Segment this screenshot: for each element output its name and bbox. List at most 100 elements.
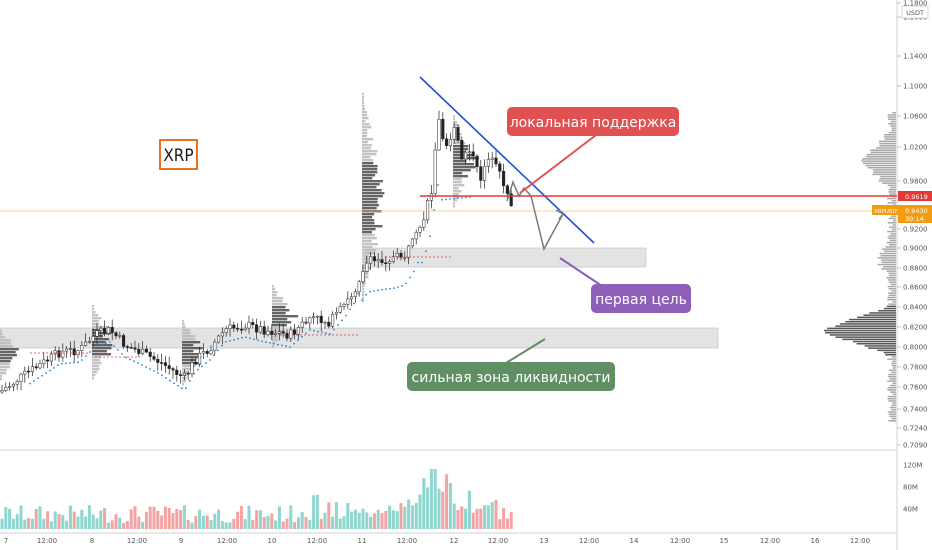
- candle-body: [323, 321, 327, 324]
- ma-dot: [421, 261, 423, 264]
- ma-dot: [305, 332, 307, 335]
- profile-bar: [362, 123, 370, 126]
- volume-bar: [87, 505, 91, 529]
- volume-bar: [414, 502, 418, 529]
- volume-bar: [445, 474, 449, 529]
- y-tick-label: 1.1000: [903, 83, 928, 91]
- profile-bar: [92, 332, 112, 335]
- profile-bar: [272, 297, 284, 300]
- y-tick-label: 0.9200: [903, 226, 928, 234]
- right-profile-bar: [888, 288, 896, 290]
- right-profile-bar: [872, 173, 896, 176]
- ma-dot: [281, 344, 283, 347]
- right-profile-bar: [888, 413, 896, 415]
- ma-dot: [329, 333, 331, 335]
- candle-body: [361, 271, 365, 282]
- profile-bar: [92, 320, 99, 323]
- candle-body: [160, 362, 164, 364]
- descending-trendline[interactable]: [419, 76, 595, 244]
- volume-bar: [114, 514, 118, 529]
- candle-body: [232, 324, 236, 329]
- right-profile-bar: [890, 215, 896, 217]
- profile-bar: [92, 338, 110, 341]
- right-profile-bar: [891, 404, 896, 407]
- candle-body: [99, 328, 103, 331]
- volume-bar: [308, 520, 312, 529]
- right-profile-bar: [887, 299, 896, 301]
- volume-bar: [479, 508, 483, 529]
- ma-dot: [313, 329, 315, 332]
- volume-bar: [277, 506, 281, 529]
- candle-body: [437, 118, 441, 151]
- profile-bar: [453, 124, 460, 127]
- ma-dot: [317, 330, 319, 333]
- profile-bar: [92, 365, 100, 368]
- candle-body: [460, 140, 464, 160]
- x-tick-label: 11: [358, 537, 367, 545]
- profile-bar: [0, 351, 16, 354]
- ma-dot: [169, 379, 171, 382]
- profile-bar: [362, 108, 366, 111]
- price-axis-ticks: 1.18001.16001.14001.10001.06001.02000.98…: [897, 0, 928, 450]
- profile-bar: [362, 129, 368, 132]
- ma-dot: [249, 337, 251, 340]
- profile-bar: [362, 222, 375, 225]
- profile-bar: [362, 246, 373, 249]
- volume-bar: [72, 511, 76, 529]
- candle-body: [452, 127, 456, 140]
- profile-bar: [92, 311, 96, 314]
- profile-bar: [362, 138, 374, 141]
- candle-body: [61, 350, 65, 358]
- profile-bar: [453, 142, 466, 145]
- profile-bar: [272, 288, 276, 291]
- ma-dot: [117, 349, 119, 351]
- ma-dot: [457, 197, 459, 200]
- candle-body: [509, 193, 513, 207]
- profile-bar: [362, 105, 365, 108]
- candle-body: [236, 327, 240, 330]
- profile-bar: [362, 168, 378, 171]
- volume-bar: [471, 512, 475, 529]
- candle-body: [213, 341, 217, 351]
- volume-bar: [502, 508, 506, 529]
- candle-body: [182, 372, 186, 376]
- profile-bar: [272, 294, 277, 297]
- right-profile-bar: [879, 178, 896, 180]
- profile-bar: [182, 341, 201, 344]
- right-profile-bar: [884, 134, 896, 136]
- volume-bar: [494, 500, 498, 529]
- ma-dot: [165, 377, 167, 379]
- candle-body: [281, 331, 285, 334]
- profile-bar: [0, 336, 6, 339]
- profile-bar: [272, 318, 288, 321]
- target-zone[interactable]: [364, 247, 647, 268]
- volume-tick-label: 120M: [903, 462, 922, 470]
- right-profile-bar: [866, 153, 896, 156]
- resistance-price-tag: [898, 191, 932, 201]
- ma-dot: [193, 372, 195, 375]
- right-profile-bar: [889, 239, 896, 242]
- volume-tick-label: 80M: [903, 484, 918, 492]
- ma-dot: [101, 343, 103, 346]
- right-profile-bar: [888, 123, 896, 125]
- candle-body: [433, 149, 437, 194]
- candle-body: [346, 298, 350, 305]
- right-profile-bar: [890, 125, 896, 127]
- volume-bar: [179, 510, 183, 529]
- candle-body: [502, 170, 506, 187]
- ma-dot: [201, 365, 203, 368]
- volume-bar: [456, 510, 460, 529]
- candle-body: [42, 359, 46, 364]
- profile-bar: [453, 175, 468, 178]
- unit-box[interactable]: [901, 5, 929, 19]
- volume-bar: [23, 519, 27, 529]
- profile-bar: [272, 336, 279, 339]
- volume-bar: [270, 513, 274, 529]
- ma-dot: [285, 345, 287, 348]
- right-profile-bar: [845, 321, 896, 323]
- right-profile-bar: [887, 197, 896, 200]
- profile-bar: [362, 180, 383, 183]
- candle-body: [342, 304, 346, 307]
- y-tick-label: 0.7800: [903, 364, 928, 372]
